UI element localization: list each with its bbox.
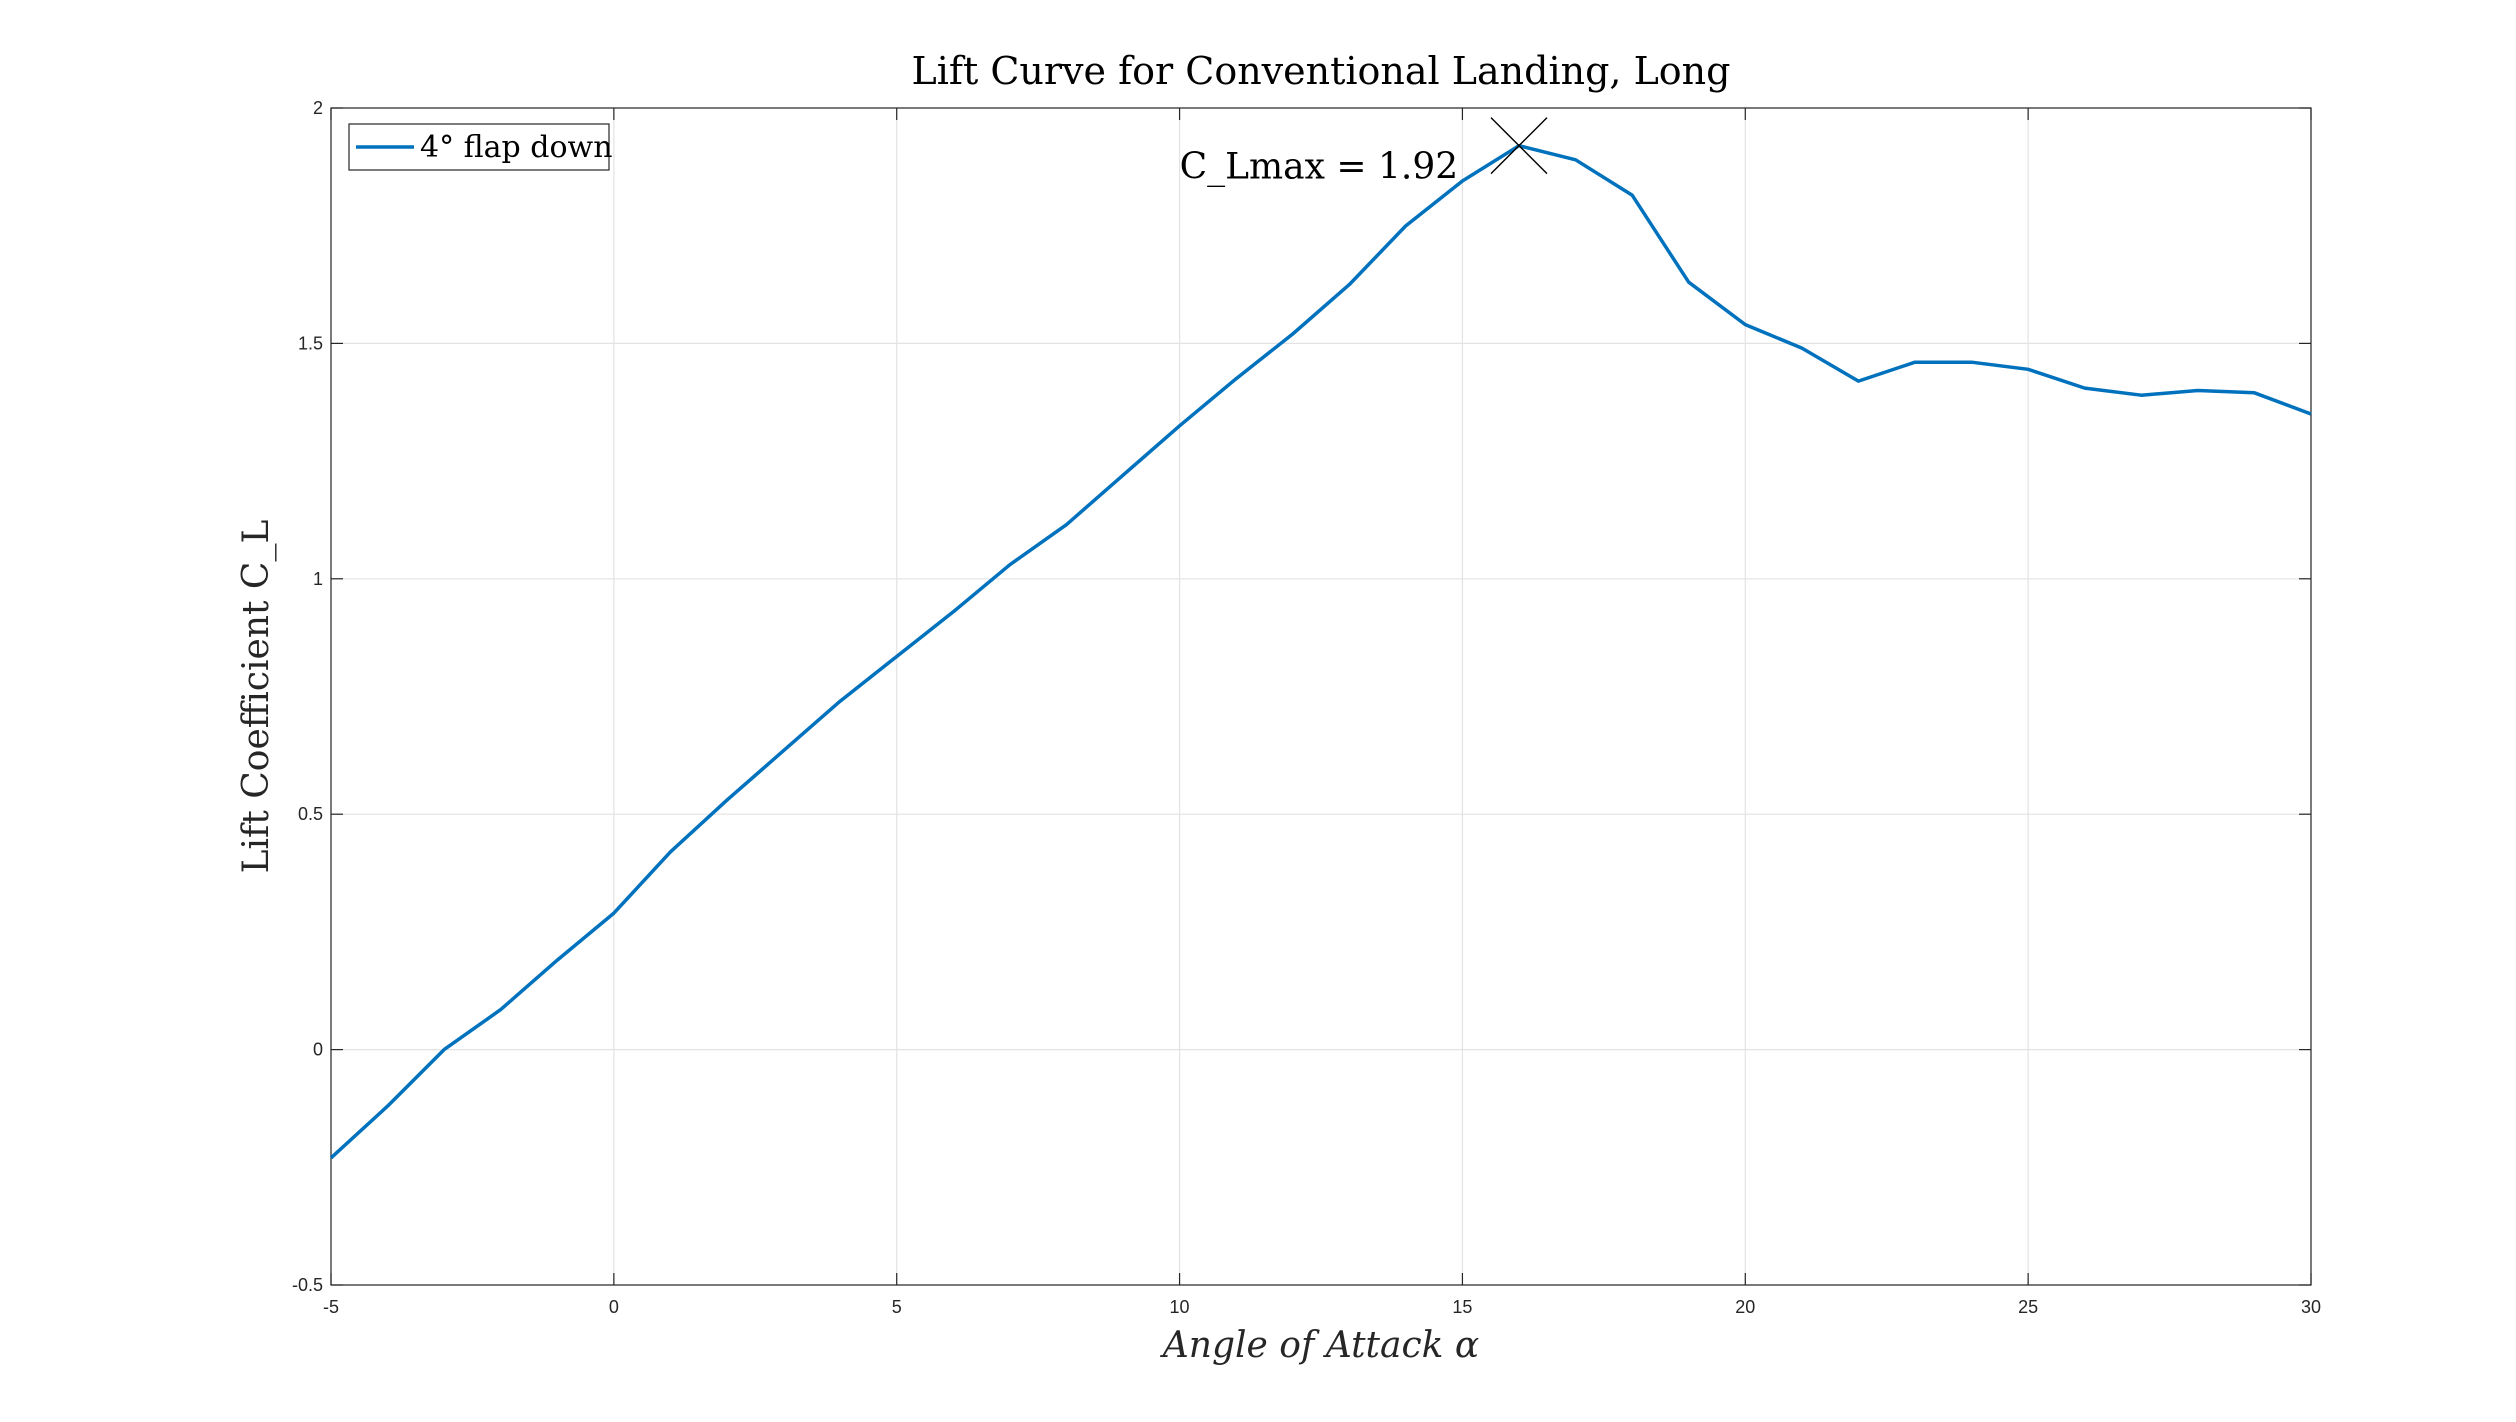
series-layer xyxy=(329,143,2312,1160)
plot-area-frame xyxy=(330,107,2312,1286)
y-tick-label: 0 xyxy=(313,1040,323,1060)
y-tick-label: 0.5 xyxy=(298,804,323,824)
chart-title: Lift Curve for Conventional Landing, Lon… xyxy=(912,49,1731,93)
x-tick-label: 15 xyxy=(1452,1297,1472,1317)
x-tick-label: 20 xyxy=(1735,1297,1755,1317)
y-tick-label: 1.5 xyxy=(298,333,323,353)
x-tick-label: 30 xyxy=(2301,1297,2321,1317)
cmax-marker-stroke-b xyxy=(1490,117,1548,175)
x-tick-label: -5 xyxy=(323,1297,339,1317)
tick-labels: -5 0 5 10 15 20 25 30 -0.5 0 0.5 1 1.5 2 xyxy=(292,98,2321,1317)
x-axis-label: Angle of Attack α xyxy=(1160,1325,1479,1366)
legend: 4° flap down xyxy=(348,123,613,171)
legend-label: 4° flap down xyxy=(420,130,613,165)
series-line xyxy=(329,143,2312,1160)
y-tick-label: 2 xyxy=(313,98,323,118)
y-tick-label: 1 xyxy=(313,569,323,589)
cmax-annotation: C_Lmax = 1.92 xyxy=(1180,147,1459,188)
axis-ticks xyxy=(330,107,2312,1286)
annotation-layer: C_Lmax = 1.92 xyxy=(1180,117,1548,188)
x-tick-label: 10 xyxy=(1170,1297,1190,1317)
y-axis-label: Lift Coefficient C_L xyxy=(236,520,277,874)
x-tick-label: 25 xyxy=(2018,1297,2038,1317)
grid-lines xyxy=(330,107,2312,1286)
x-tick-label: 0 xyxy=(609,1297,619,1317)
x-tick-label: 5 xyxy=(892,1297,902,1317)
y-tick-label: -0.5 xyxy=(292,1275,323,1295)
